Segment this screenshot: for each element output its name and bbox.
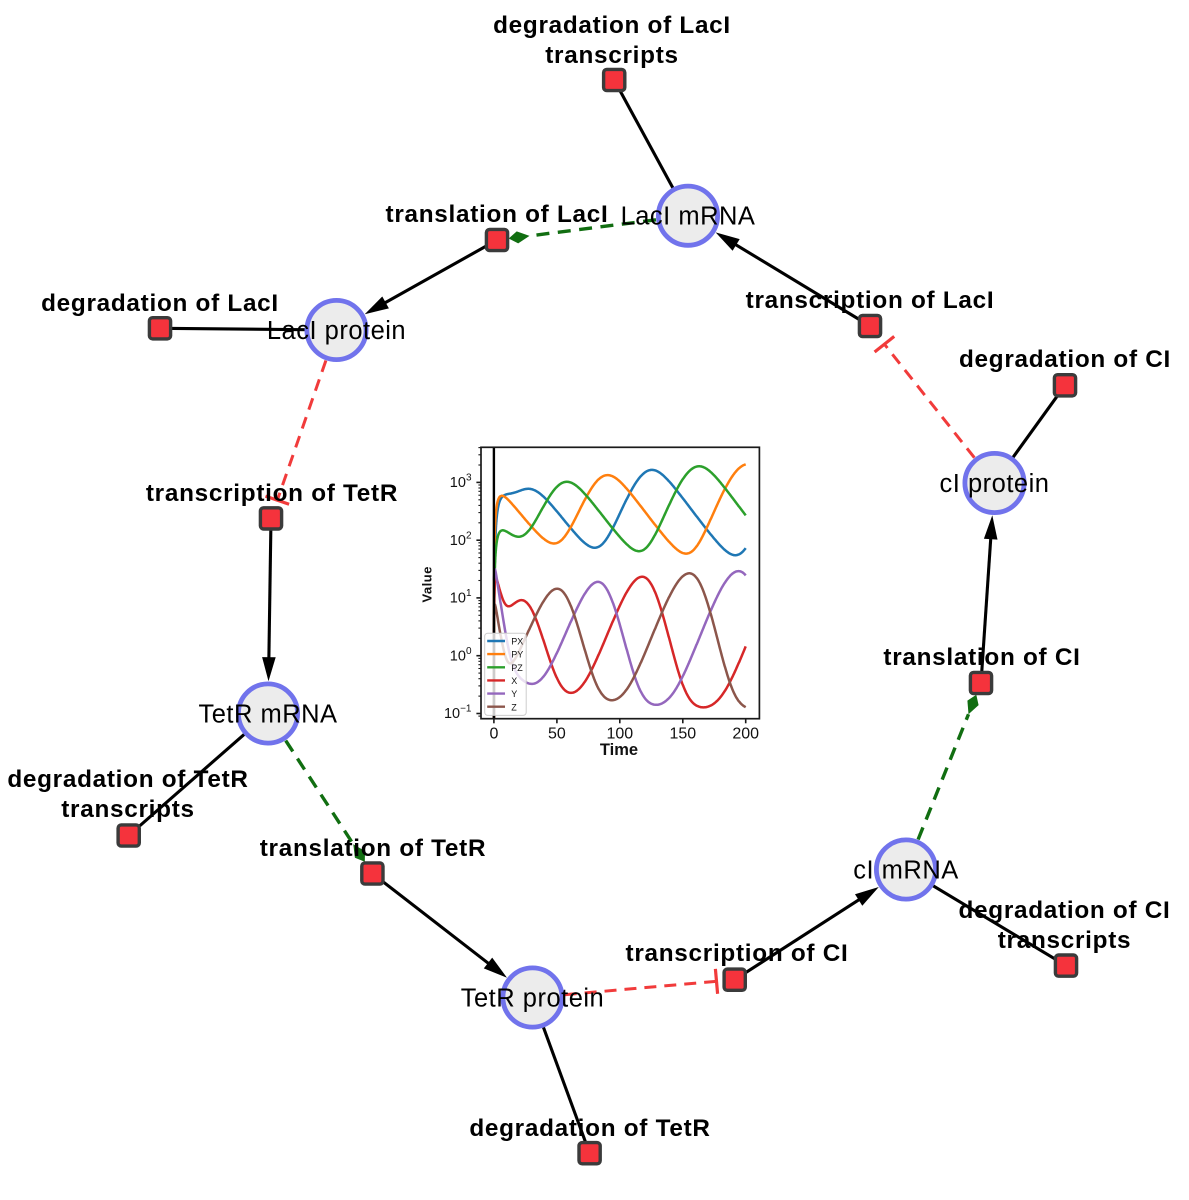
svg-text:PY: PY xyxy=(511,650,523,660)
svg-text:degradation of CI: degradation of CI xyxy=(959,346,1171,373)
svg-text:0: 0 xyxy=(489,726,498,743)
svg-text:cI mRNA: cI mRNA xyxy=(853,857,959,885)
svg-text:translation of CI: translation of CI xyxy=(883,644,1080,671)
svg-text:10−1: 10−1 xyxy=(444,704,472,723)
svg-text:PX: PX xyxy=(511,637,523,647)
svg-text:Y: Y xyxy=(511,689,517,699)
svg-text:TetR mRNA: TetR mRNA xyxy=(198,701,337,729)
svg-text:50: 50 xyxy=(548,726,566,743)
svg-text:transcripts: transcripts xyxy=(998,927,1132,954)
svg-text:Value: Value xyxy=(420,566,435,602)
svg-text:degradation of LacI: degradation of LacI xyxy=(493,12,731,39)
svg-text:transcripts: transcripts xyxy=(61,796,195,823)
svg-text:150: 150 xyxy=(669,726,696,743)
svg-text:degradation of LacI: degradation of LacI xyxy=(41,290,279,317)
svg-text:translation of LacI: translation of LacI xyxy=(386,201,609,228)
svg-text:degradation of TetR: degradation of TetR xyxy=(7,766,248,793)
svg-text:102: 102 xyxy=(450,530,472,549)
svg-text:degradation of CI: degradation of CI xyxy=(958,897,1170,924)
svg-text:100: 100 xyxy=(450,646,472,665)
svg-text:200: 200 xyxy=(732,726,759,743)
svg-text:cI protein: cI protein xyxy=(940,470,1050,498)
svg-text:LacI protein: LacI protein xyxy=(267,317,406,345)
svg-text:translation of TetR: translation of TetR xyxy=(260,835,487,862)
svg-text:Time: Time xyxy=(600,741,638,759)
svg-text:TetR protein: TetR protein xyxy=(461,985,605,1013)
svg-text:101: 101 xyxy=(450,588,472,607)
svg-text:100: 100 xyxy=(606,726,633,743)
svg-text:transcripts: transcripts xyxy=(545,42,679,69)
svg-text:PZ: PZ xyxy=(511,663,523,673)
svg-text:degradation of TetR: degradation of TetR xyxy=(469,1115,710,1142)
svg-text:X: X xyxy=(511,676,517,686)
svg-text:Z: Z xyxy=(511,702,517,712)
svg-text:LacI mRNA: LacI mRNA xyxy=(621,203,756,231)
svg-text:transcription of TetR: transcription of TetR xyxy=(146,480,398,507)
svg-text:103: 103 xyxy=(450,473,472,492)
svg-text:transcription of LacI: transcription of LacI xyxy=(746,287,995,314)
svg-text:transcription of CI: transcription of CI xyxy=(626,940,849,967)
